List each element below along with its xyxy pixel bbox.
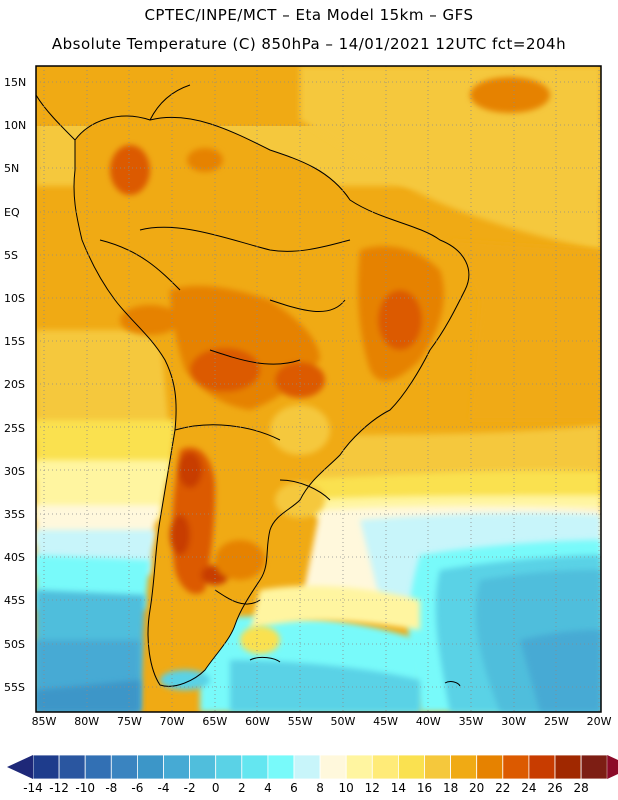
lat-label: 25S (4, 421, 25, 435)
lon-label: 20W (586, 715, 612, 728)
lat-label: 40S (4, 551, 25, 565)
colorbar-swatch (371, 754, 399, 780)
colorbar-swatch (424, 754, 452, 780)
colorbar-label: -10 (75, 781, 95, 795)
colorbar-label: 10 (338, 781, 354, 795)
lon-label: 30W (501, 715, 527, 728)
colorbar (7, 754, 618, 780)
colorbar-swatch (580, 754, 608, 780)
colorbar-label: -2 (183, 781, 196, 795)
colorbar-label: 28 (573, 781, 589, 795)
colorbar-swatch (58, 754, 86, 780)
colorbar-swatch (110, 754, 138, 780)
colorbar-swatch (528, 754, 556, 780)
colorbar-swatch (215, 754, 243, 780)
lon-label: 35W (458, 715, 484, 728)
lat-label: 15S (4, 335, 25, 349)
title-line-1: CPTEC/INPE/MCT – Eta Model 15km – GFS (144, 6, 474, 24)
lat-label: 10S (4, 292, 25, 305)
lat-label: 35S (4, 508, 25, 521)
colorbar-swatch (32, 754, 60, 780)
colorbar-swatch (397, 754, 425, 780)
colorbar-swatch (319, 754, 347, 780)
colorbar-swatch (267, 754, 295, 780)
colorbar-label: 26 (547, 781, 563, 795)
colorbar-under-arrow (7, 755, 33, 779)
colorbar-swatch (84, 754, 112, 780)
lon-label: 65W (202, 715, 228, 728)
lon-label: 40W (415, 715, 441, 728)
colorbar-label: 18 (442, 781, 459, 795)
lon-label: 50W (330, 715, 356, 728)
colorbar-label: 12 (364, 781, 380, 795)
map-frame (35, 65, 602, 713)
lat-label: 5N (4, 162, 20, 176)
lon-label: 80W (74, 715, 100, 728)
colorbar-label: -6 (131, 781, 144, 795)
colorbar-label: 2 (237, 781, 246, 795)
colorbar-label: 6 (290, 781, 298, 795)
colorbar-label: -8 (105, 781, 118, 795)
colorbar-label: 24 (521, 781, 537, 795)
colorbar-label: -14 (23, 781, 43, 795)
colorbar-swatch (554, 754, 582, 780)
title-line-2: Absolute Temperature (C) 850hPa – 14/01/… (51, 35, 567, 53)
lon-label: 45W (373, 715, 399, 728)
colorbar-swatch (476, 754, 504, 780)
colorbar-label: 20 (469, 781, 485, 795)
colorbar-swatch (241, 754, 269, 780)
colorbar-label: 22 (495, 781, 511, 795)
colorbar-label: 4 (264, 781, 272, 795)
colorbar-label: -4 (157, 781, 170, 795)
lat-label: 15N (4, 76, 27, 89)
colorbar-over-arrow (607, 755, 618, 779)
lat-label: 50S (4, 637, 25, 651)
colorbar-label: 14 (390, 781, 407, 795)
lon-label: 60W (245, 715, 270, 728)
lon-label: 70W (159, 715, 185, 728)
colorbar-swatch (450, 754, 478, 780)
colorbar-swatch (293, 754, 321, 780)
colorbar-label: 16 (416, 781, 433, 795)
lat-label: 55S (4, 680, 25, 694)
lon-label: 75W (116, 715, 142, 728)
colorbar-swatch (502, 754, 530, 780)
colorbar-swatch (136, 754, 164, 780)
lon-label: 25W (543, 715, 569, 728)
colorbar-label: 8 (316, 781, 324, 795)
lat-label: 5S (4, 248, 18, 262)
lat-label: 45S (4, 594, 25, 608)
lat-label: 10N (4, 119, 27, 133)
colorbar-swatch (163, 754, 191, 780)
lon-label: 85W (31, 715, 57, 728)
lat-label: 30S (4, 464, 25, 478)
coastlines (36, 84, 470, 687)
colorbar-swatch (345, 754, 373, 780)
colorbar-label: 0 (211, 781, 220, 795)
colorbar-label: -12 (49, 781, 69, 795)
lon-label: 55W (287, 715, 313, 728)
lat-label: 20S (4, 378, 25, 392)
colorbar-swatch (189, 754, 217, 780)
temperature-field (36, 66, 601, 712)
lat-label: EQ (4, 205, 20, 219)
